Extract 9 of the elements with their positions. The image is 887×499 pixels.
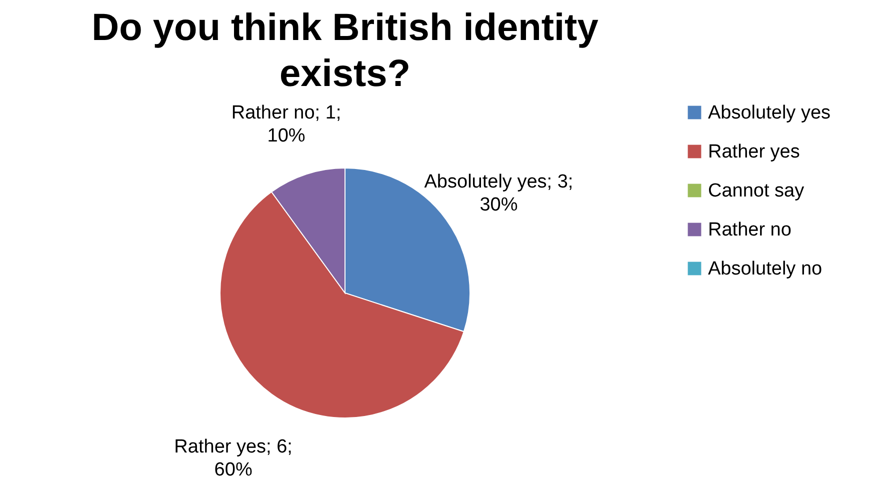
chart-title: Do you think British identity exists?	[92, 7, 598, 95]
data-label: Rather yes; 6; 60%	[174, 436, 292, 481]
legend-label: Absolutely no	[708, 258, 822, 280]
data-label: Rather no; 1; 10%	[231, 102, 342, 146]
legend-label: Absolutely yes	[708, 102, 831, 124]
legend-label: Rather yes	[708, 142, 800, 162]
legend-label: Rather no	[708, 220, 792, 240]
legend-label: Cannot say	[708, 180, 805, 202]
data-label: Absolutely yes; 3; 30%	[424, 171, 574, 216]
